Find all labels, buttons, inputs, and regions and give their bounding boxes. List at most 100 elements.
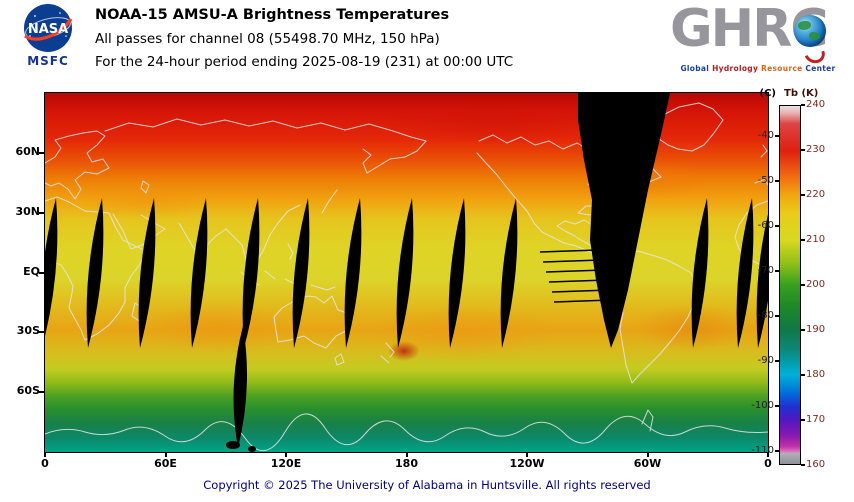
missing-data-block	[578, 93, 670, 348]
colorbar-celsius-label: -50	[757, 174, 774, 186]
map-canvas	[45, 93, 768, 452]
swath-gap-lens	[45, 198, 58, 337]
lat-tick-label: EQ	[23, 264, 40, 278]
lon-tick-mark	[646, 452, 649, 457]
nasa-meatball-icon: NASA	[24, 4, 73, 52]
colorbar-kelvin-label: 190	[806, 324, 826, 335]
ghrc-tagline-word: Resource	[761, 64, 806, 73]
swath-gap-lens	[138, 198, 156, 348]
colorbar-kelvin-label: 180	[806, 369, 826, 380]
ghrc-logo: GHRC Global Hydrology Resource Center	[670, 0, 846, 90]
subtitle-channel: All passes for channel 08 (55498.70 MHz,…	[95, 31, 440, 47]
swath-gap-lens	[344, 198, 362, 348]
colorbar-kelvin-tick	[801, 464, 805, 466]
coast-japan	[321, 189, 338, 214]
swath-gap-lens	[736, 198, 754, 348]
lon-tick-label: 180	[395, 457, 418, 470]
warm-patch	[388, 341, 421, 362]
page-title: NOAA-15 AMSU-A Brightness Temperatures	[95, 7, 450, 23]
coast-arabia	[112, 213, 166, 250]
header: NASA MSFC NOAA-15 AMSU-A Brightness Temp…	[0, 0, 854, 93]
colorbar-kelvin-tick	[801, 194, 805, 196]
warm-patch	[143, 302, 294, 355]
coast-iberia-uk-edge	[754, 144, 768, 186]
colorbar-celsius-tick	[775, 179, 779, 182]
data-gap-shapes	[45, 93, 768, 452]
scan-line-streak	[553, 299, 612, 303]
colorbar-kelvin-label: 210	[806, 234, 826, 245]
colorbar-celsius-label: -60	[757, 219, 774, 231]
swath-gap-lens	[500, 198, 518, 348]
colorbar-kelvin-tick	[801, 104, 805, 106]
colorbar-kelvin-label: 240	[806, 99, 826, 110]
scan-line-streak	[551, 289, 611, 293]
warm-patch-layer	[45, 93, 768, 452]
colorbar: (C) Tb (K) 240 230 220 210 200 190 180 170 160 -4…	[740, 88, 854, 492]
ghrc-tagline-word: Global	[680, 64, 713, 73]
colorbar-celsius-label: -110	[751, 444, 774, 456]
colorbar-title-celsius: (C)	[759, 88, 776, 99]
lon-tick-mark	[405, 452, 408, 457]
lat-tick-label: 60N	[15, 144, 40, 158]
colorbar-celsius-tick	[775, 224, 779, 227]
coast-australia	[273, 295, 353, 349]
swath-gap-lens	[86, 198, 104, 348]
ghrc-tagline: Global Hydrology Resource Center	[670, 64, 846, 73]
scan-line-streak	[548, 279, 608, 283]
lon-tick-mark	[285, 452, 287, 457]
colorbar-celsius-label: -40	[757, 129, 774, 141]
coast-caspian	[140, 180, 150, 194]
coast-china-seasia	[225, 204, 301, 271]
lon-tick-label: 120W	[509, 457, 545, 470]
colorbar-title-kelvin: Tb (K)	[784, 88, 819, 99]
lat-tick-label: 30N	[15, 204, 40, 218]
swath-gap-lens	[242, 198, 260, 348]
coast-southamerica	[601, 249, 698, 384]
scan-line-streak	[542, 259, 602, 263]
colorbar-kelvin-tick	[801, 149, 805, 151]
nasa-logo-block: NASA MSFC	[8, 3, 88, 68]
map-overlay	[45, 93, 768, 452]
ghrc-tagline-word: Center	[805, 64, 836, 73]
colorbar-kelvin-label: 170	[806, 414, 826, 425]
coast-antarctic-peninsula	[641, 409, 654, 432]
lon-tick-mark	[526, 452, 528, 457]
swath-gap-lens	[190, 198, 208, 348]
lon-tick-label: 60W	[633, 457, 662, 470]
small-gap-blob	[248, 446, 256, 452]
scan-line-streak	[545, 269, 605, 273]
coast-philippines	[287, 243, 294, 260]
lat-tick-label: 60S	[16, 384, 40, 398]
subtitle-period: For the 24-hour period ending 2025-08-19…	[95, 54, 514, 70]
colorbar-celsius-tick	[775, 314, 779, 317]
ghrc-tagline-word: Hydrology	[712, 64, 762, 73]
small-gap-blob	[226, 441, 240, 449]
colorbar-kelvin-tick	[801, 284, 805, 286]
globe-land-shape	[798, 21, 811, 30]
swath-gap-lens	[396, 198, 414, 348]
globe-land-shape	[809, 32, 820, 40]
coast-europe	[45, 130, 110, 200]
colorbar-celsius-tick	[775, 134, 779, 137]
colorbar-celsius-tick	[775, 449, 779, 452]
coast-eurasia-east	[362, 140, 427, 174]
copyright-text: Copyright © 2025 The University of Alaba…	[203, 478, 651, 492]
colorbar-kelvin-label: 220	[806, 189, 826, 200]
swath-gap-lens	[292, 198, 310, 348]
colorbar-kelvin-tick	[801, 329, 805, 331]
lon-tick-label: 60E	[154, 457, 177, 470]
scan-line-streak	[539, 249, 599, 253]
colorbar-kelvin-label: 230	[806, 144, 826, 155]
colorbar-celsius-label: -70	[757, 264, 774, 276]
south-swath-gap	[233, 326, 247, 448]
lon-tick-label: 120E	[270, 457, 302, 470]
lon-tick-mark	[44, 452, 46, 457]
footer: Copyright © 2025 The University of Alaba…	[0, 478, 854, 492]
colorbar-celsius-tick	[775, 404, 779, 407]
coast-eurasia-north	[104, 118, 427, 142]
colorbar-celsius-tick	[775, 359, 779, 362]
swath-gap-lens	[448, 198, 466, 348]
colorbar-gradient	[779, 105, 801, 465]
swath-gap-lens	[691, 198, 709, 348]
colorbar-kelvin-label: 160	[806, 459, 826, 470]
